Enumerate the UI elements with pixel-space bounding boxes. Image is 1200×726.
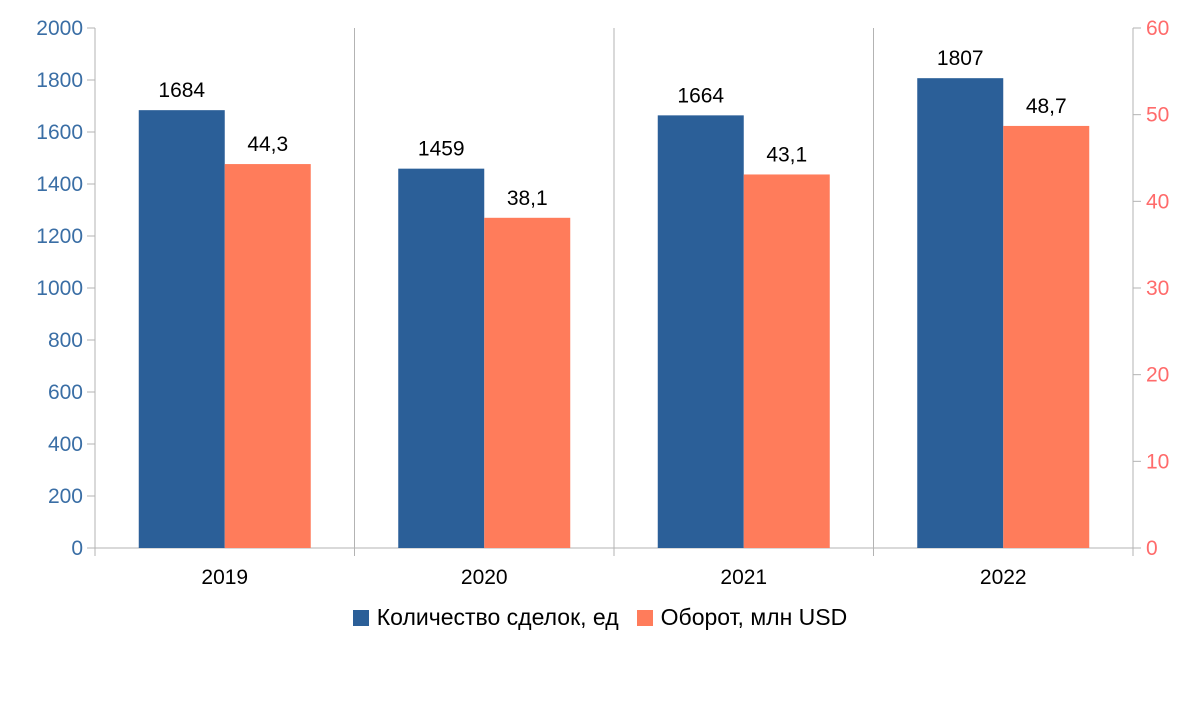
legend-swatch-deals: [352, 609, 369, 626]
y-left-tick-label: 1400: [36, 173, 83, 196]
legend-item-turnover: Оборот, млн USD: [636, 604, 848, 631]
chart-legend: Количество сделок, ед Оборот, млн USD: [0, 604, 1200, 631]
data-label-deals-2021: 1664: [677, 84, 724, 107]
legend-label-turnover: Оборот, млн USD: [660, 604, 848, 630]
x-tick-label-2019: 2019: [201, 566, 248, 589]
x-tick-label-2020: 2020: [461, 566, 508, 589]
y-right-tick-label: 60: [1146, 17, 1169, 40]
bar-turnover-2021: [743, 174, 830, 548]
x-tick-label-2021: 2021: [720, 566, 767, 589]
data-label-turnover-2019: 44,3: [247, 133, 288, 156]
data-label-deals-2019: 1684: [158, 79, 205, 102]
data-label-turnover-2021: 43,1: [766, 143, 807, 166]
y-left-tick-label: 1800: [36, 69, 83, 92]
y-left-tick-label: 800: [48, 329, 83, 352]
x-tick-label-2022: 2022: [980, 566, 1027, 589]
y-left-tick-label: 2000: [36, 17, 83, 40]
bar-turnover-2022: [1003, 125, 1090, 548]
y-left-tick-label: 1000: [36, 277, 83, 300]
y-right-tick-label: 50: [1146, 104, 1169, 127]
legend-item-deals: Количество сделок, ед: [352, 604, 619, 631]
data-label-deals-2022: 1807: [937, 47, 984, 70]
bar-deals-2021: [657, 115, 744, 549]
y-left-tick-label: 200: [48, 485, 83, 508]
bar-turnover-2019: [224, 164, 311, 549]
legend-label-deals: Количество сделок, ед: [376, 604, 619, 630]
bar-deals-2020: [398, 168, 485, 548]
data-label-turnover-2020: 38,1: [507, 187, 548, 210]
y-left-tick-label: 400: [48, 433, 83, 456]
bar-chart: 0 200 400 600 800 1000 1200 1400 1600 1800 2000 0 10…: [36, 17, 1169, 589]
y-left-tick-label: 1600: [36, 121, 83, 144]
bar-deals-2019: [138, 110, 225, 548]
y-left-tick-label: 0: [71, 537, 83, 560]
data-label-turnover-2022: 48,7: [1026, 95, 1067, 118]
data-label-deals-2020: 1459: [418, 138, 465, 161]
y-left-tick-label: 600: [48, 381, 83, 404]
legend-swatch-turnover: [636, 609, 653, 626]
y-right-tick-label: 10: [1146, 450, 1169, 473]
y-right-tick-label: 30: [1146, 277, 1169, 300]
bar-turnover-2020: [484, 217, 571, 549]
y-right-tick-label: 20: [1146, 364, 1169, 387]
y-left-tick-label: 1200: [36, 225, 83, 248]
bar-deals-2022: [917, 78, 1004, 549]
y-right-tick-label: 40: [1146, 190, 1169, 213]
y-right-tick-label: 0: [1146, 537, 1158, 560]
